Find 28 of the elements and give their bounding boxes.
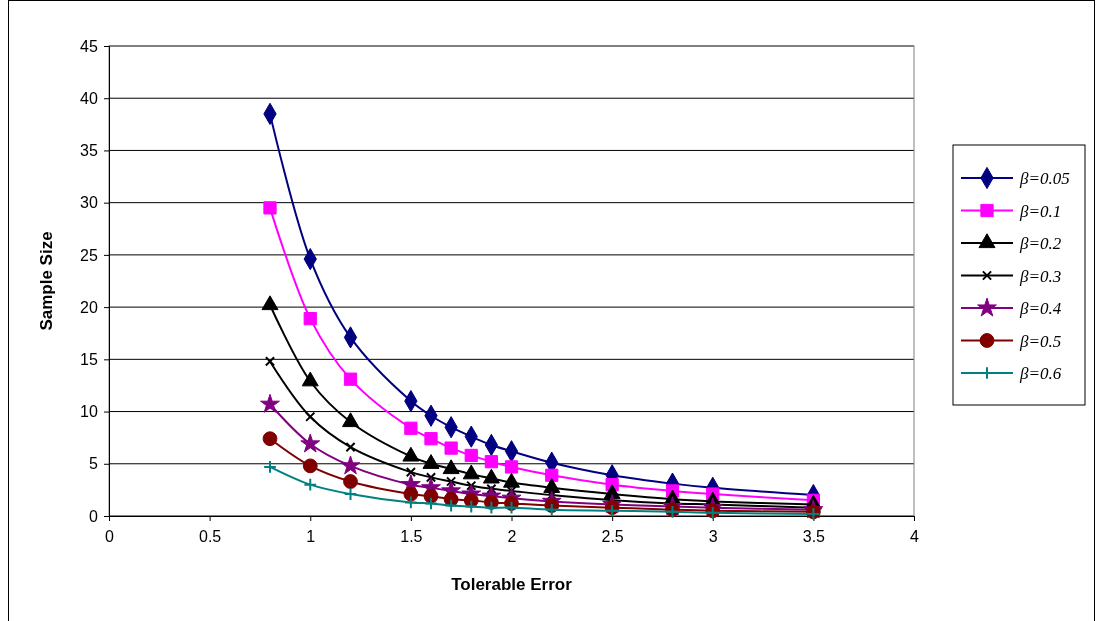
legend-label: β=0.5: [1019, 331, 1062, 351]
y-tick-label: 0: [88, 507, 98, 525]
x-axis-title: Tolerable Error: [451, 575, 573, 594]
y-tick-label: 30: [80, 194, 98, 212]
x-tick-label: 3: [708, 527, 718, 545]
y-tick-label: 15: [80, 350, 98, 368]
legend-label: β=0.1: [1019, 201, 1062, 221]
y-tick-label: 20: [80, 298, 98, 316]
legend-label: β=0.05: [1019, 169, 1070, 188]
y-tick-label: 45: [80, 37, 98, 55]
x-tick-label: 0: [105, 527, 115, 545]
x-tick-label: 3.5: [802, 527, 826, 545]
legend-label: β=0.2: [1019, 234, 1062, 253]
x-tick-label: 4: [910, 527, 920, 545]
y-tick-label: 10: [80, 403, 98, 421]
x-tick-label: 2: [507, 527, 517, 545]
y-axis-title: Sample Size: [37, 231, 56, 331]
x-tick-label: 1: [306, 527, 316, 545]
x-tick-label: 1.5: [400, 527, 423, 545]
x-tick-label: 0.5: [199, 527, 222, 545]
y-tick-label: 40: [80, 89, 98, 107]
legend-label: β=0.4: [1019, 299, 1062, 318]
x-tick-label: 2.5: [601, 527, 624, 545]
y-tick-label: 25: [80, 246, 98, 264]
legend-label: β=0.3: [1019, 266, 1062, 286]
legend-label: β=0.6: [1019, 364, 1062, 383]
y-tick-label: 35: [80, 142, 98, 160]
y-tick-label: 5: [88, 455, 98, 473]
